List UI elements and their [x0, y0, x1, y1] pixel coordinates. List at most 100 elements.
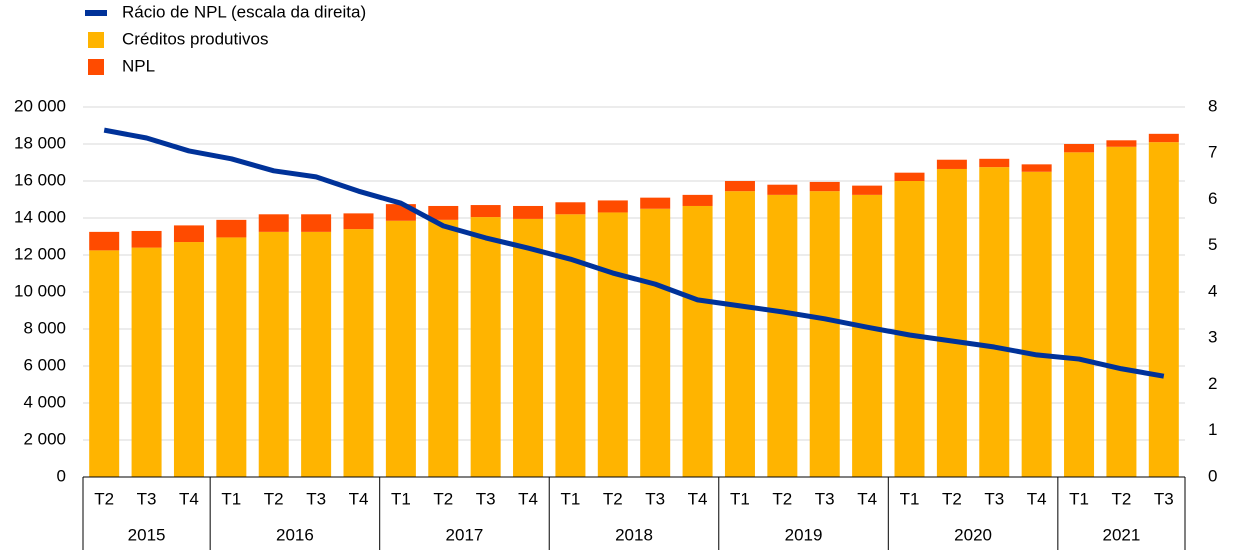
- x-tick-label: T2: [94, 489, 114, 508]
- bar: [1021, 164, 1052, 172]
- bar: [1021, 171, 1052, 477]
- x-tick-label: T2: [264, 489, 284, 508]
- y2-tick-label: 8: [1208, 96, 1217, 115]
- x-tick-label: T1: [730, 489, 750, 508]
- y2-tick-label: 7: [1208, 143, 1217, 162]
- y2-tick-label: 2: [1208, 374, 1217, 393]
- x-tick-label: T3: [306, 489, 326, 508]
- y-tick-label: 20 000: [14, 96, 66, 115]
- y2-tick-label: 5: [1208, 235, 1217, 254]
- x-tick-label: T3: [476, 489, 496, 508]
- bar: [597, 200, 628, 213]
- x-tick-label: T4: [688, 489, 708, 508]
- bar: [428, 205, 459, 220]
- bar: [89, 231, 120, 251]
- y-tick-label: 8 000: [23, 318, 66, 337]
- y-tick-label: 0: [57, 466, 66, 485]
- bar: [724, 191, 755, 478]
- x-group-label: 2018: [615, 525, 653, 544]
- bar: [258, 214, 289, 232]
- legend-label: NPL: [122, 56, 155, 75]
- bar: [1064, 152, 1095, 477]
- y-tick-label: 16 000: [14, 170, 66, 189]
- x-tick-label: T4: [857, 489, 877, 508]
- x-group-label: 2017: [446, 525, 484, 544]
- bar: [852, 185, 883, 195]
- x-group-label: 2016: [276, 525, 314, 544]
- x-tick-label: T1: [391, 489, 411, 508]
- y2-tick-label: 1: [1208, 420, 1217, 439]
- bar: [1148, 133, 1179, 143]
- x-group-label: 2021: [1103, 525, 1141, 544]
- bar: [343, 229, 374, 477]
- y-tick-label: 10 000: [14, 281, 66, 300]
- x-tick-label: T4: [518, 489, 538, 508]
- bar: [343, 213, 374, 230]
- bar: [258, 231, 289, 477]
- bar: [979, 167, 1010, 477]
- bar: [513, 205, 544, 219]
- bar: [1106, 140, 1137, 147]
- legend-swatch: [88, 59, 104, 75]
- bar: [1148, 142, 1179, 477]
- x-tick-label: T2: [772, 489, 792, 508]
- y-tick-label: 18 000: [14, 133, 66, 152]
- bar: [597, 212, 628, 477]
- x-tick-label: T1: [1069, 489, 1089, 508]
- bar: [1064, 144, 1095, 153]
- bar: [131, 247, 162, 477]
- x-tick-label: T4: [349, 489, 369, 508]
- y-tick-label: 4 000: [23, 392, 66, 411]
- y2-tick-label: 0: [1208, 466, 1217, 485]
- bar: [640, 197, 671, 209]
- legend-label: Créditos produtivos: [122, 29, 268, 48]
- bar: [809, 181, 840, 192]
- bar: [1106, 146, 1137, 477]
- bar: [936, 168, 967, 477]
- bar: [979, 158, 1010, 168]
- legend-label: Rácio de NPL (escala da direita): [122, 2, 366, 21]
- bar: [301, 231, 332, 477]
- bar: [555, 202, 586, 215]
- y-tick-label: 14 000: [14, 207, 66, 226]
- x-group-label: 2020: [954, 525, 992, 544]
- line: [103, 127, 1165, 379]
- y-tick-label: 6 000: [23, 355, 66, 374]
- bar: [894, 172, 925, 181]
- x-tick-label: T1: [221, 489, 241, 508]
- x-tick-label: T3: [645, 489, 665, 508]
- bar: [767, 184, 798, 195]
- x-tick-label: T1: [561, 489, 581, 508]
- bar: [936, 159, 967, 169]
- bar: [385, 220, 416, 477]
- x-tick-label: T3: [1154, 489, 1174, 508]
- x-tick-label: T4: [179, 489, 199, 508]
- bar: [89, 250, 120, 477]
- legend-swatch: [88, 32, 104, 48]
- x-group-label: 2015: [128, 525, 166, 544]
- legend-swatch: [85, 10, 107, 16]
- bar: [513, 218, 544, 478]
- bar: [428, 219, 459, 477]
- bar: [216, 237, 247, 477]
- bar: [724, 181, 755, 192]
- x-tick-label: T3: [815, 489, 835, 508]
- bar: [682, 205, 713, 477]
- bar: [809, 191, 840, 478]
- y2-tick-label: 4: [1208, 281, 1217, 300]
- y-tick-label: 2 000: [23, 429, 66, 448]
- x-tick-label: T2: [433, 489, 453, 508]
- bar: [852, 194, 883, 477]
- x-group-label: 2019: [785, 525, 823, 544]
- bar: [131, 230, 162, 248]
- bar: [470, 205, 501, 218]
- bar: [216, 219, 247, 238]
- bar: [555, 214, 586, 478]
- bar: [767, 194, 798, 477]
- bar: [301, 214, 332, 232]
- bar: [894, 181, 925, 477]
- bar: [682, 194, 713, 206]
- x-tick-label: T3: [137, 489, 157, 508]
- bar: [640, 208, 671, 477]
